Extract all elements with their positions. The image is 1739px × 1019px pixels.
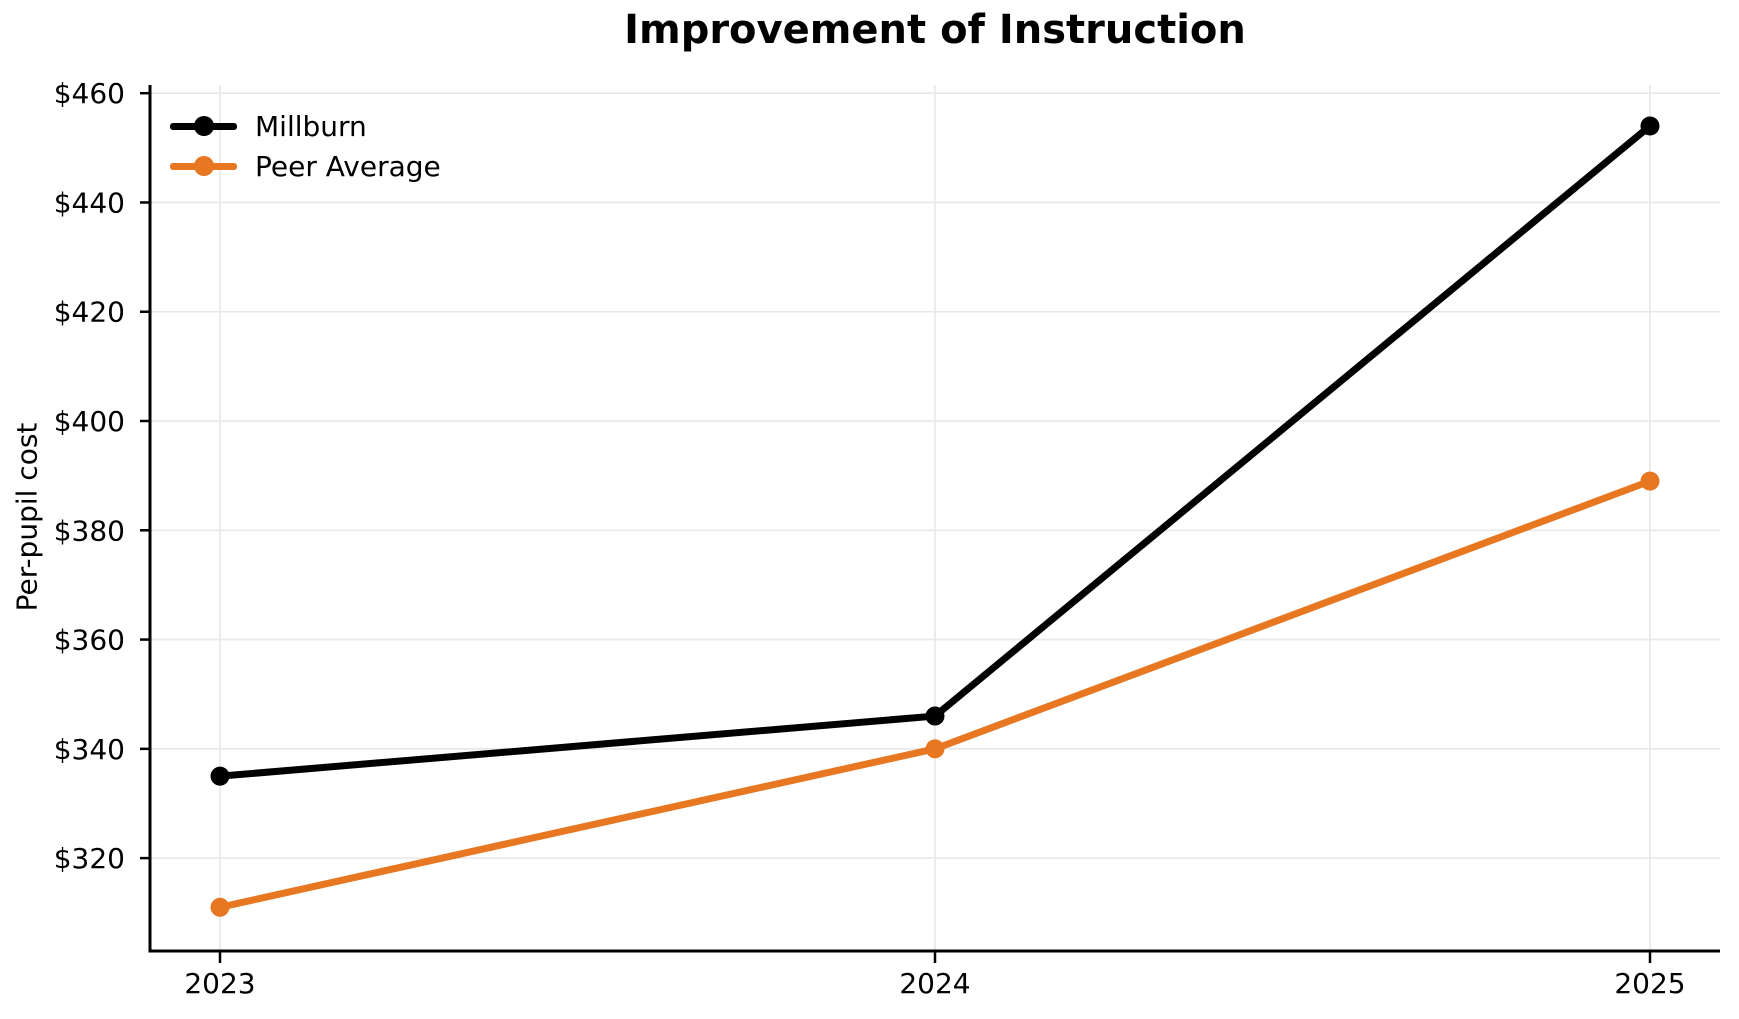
- peer-average-data-point: [925, 739, 945, 759]
- millburn-data-point: [210, 766, 230, 786]
- millburn-marker-icon: [193, 116, 214, 136]
- y-tick-label: $380: [54, 514, 125, 547]
- x-tick-label: 2023: [184, 967, 255, 1000]
- millburn-data-point: [925, 706, 945, 726]
- millburn-data-point: [1640, 116, 1660, 136]
- y-tick-label: $420: [54, 296, 125, 329]
- x-tick-label: 2025: [1614, 967, 1685, 1000]
- legend-item-peer-average: Peer Average: [170, 146, 441, 186]
- peer-average-line-swatch-icon: [170, 156, 237, 176]
- millburn-line-swatch-icon: [170, 116, 237, 136]
- y-tick-label: $400: [54, 405, 125, 438]
- peer-average-marker-icon: [193, 156, 214, 176]
- y-tick-label: $360: [54, 624, 125, 657]
- legend-label-millburn: Millburn: [255, 109, 367, 143]
- y-tick-label: $460: [54, 77, 125, 110]
- chart-title: Improvement of Instruction: [624, 7, 1246, 53]
- x-tick-label: 2024: [899, 967, 970, 1000]
- legend-item-millburn: Millburn: [170, 106, 441, 146]
- y-tick-label: $440: [54, 186, 125, 219]
- y-tick-label: $320: [54, 842, 125, 875]
- peer-average-data-point: [210, 897, 230, 917]
- legend-label-peer-average: Peer Average: [255, 149, 441, 183]
- y-tick-label: $340: [54, 733, 125, 766]
- peer-average-data-point: [1640, 471, 1660, 491]
- legend: Millburn Peer Average: [170, 106, 441, 186]
